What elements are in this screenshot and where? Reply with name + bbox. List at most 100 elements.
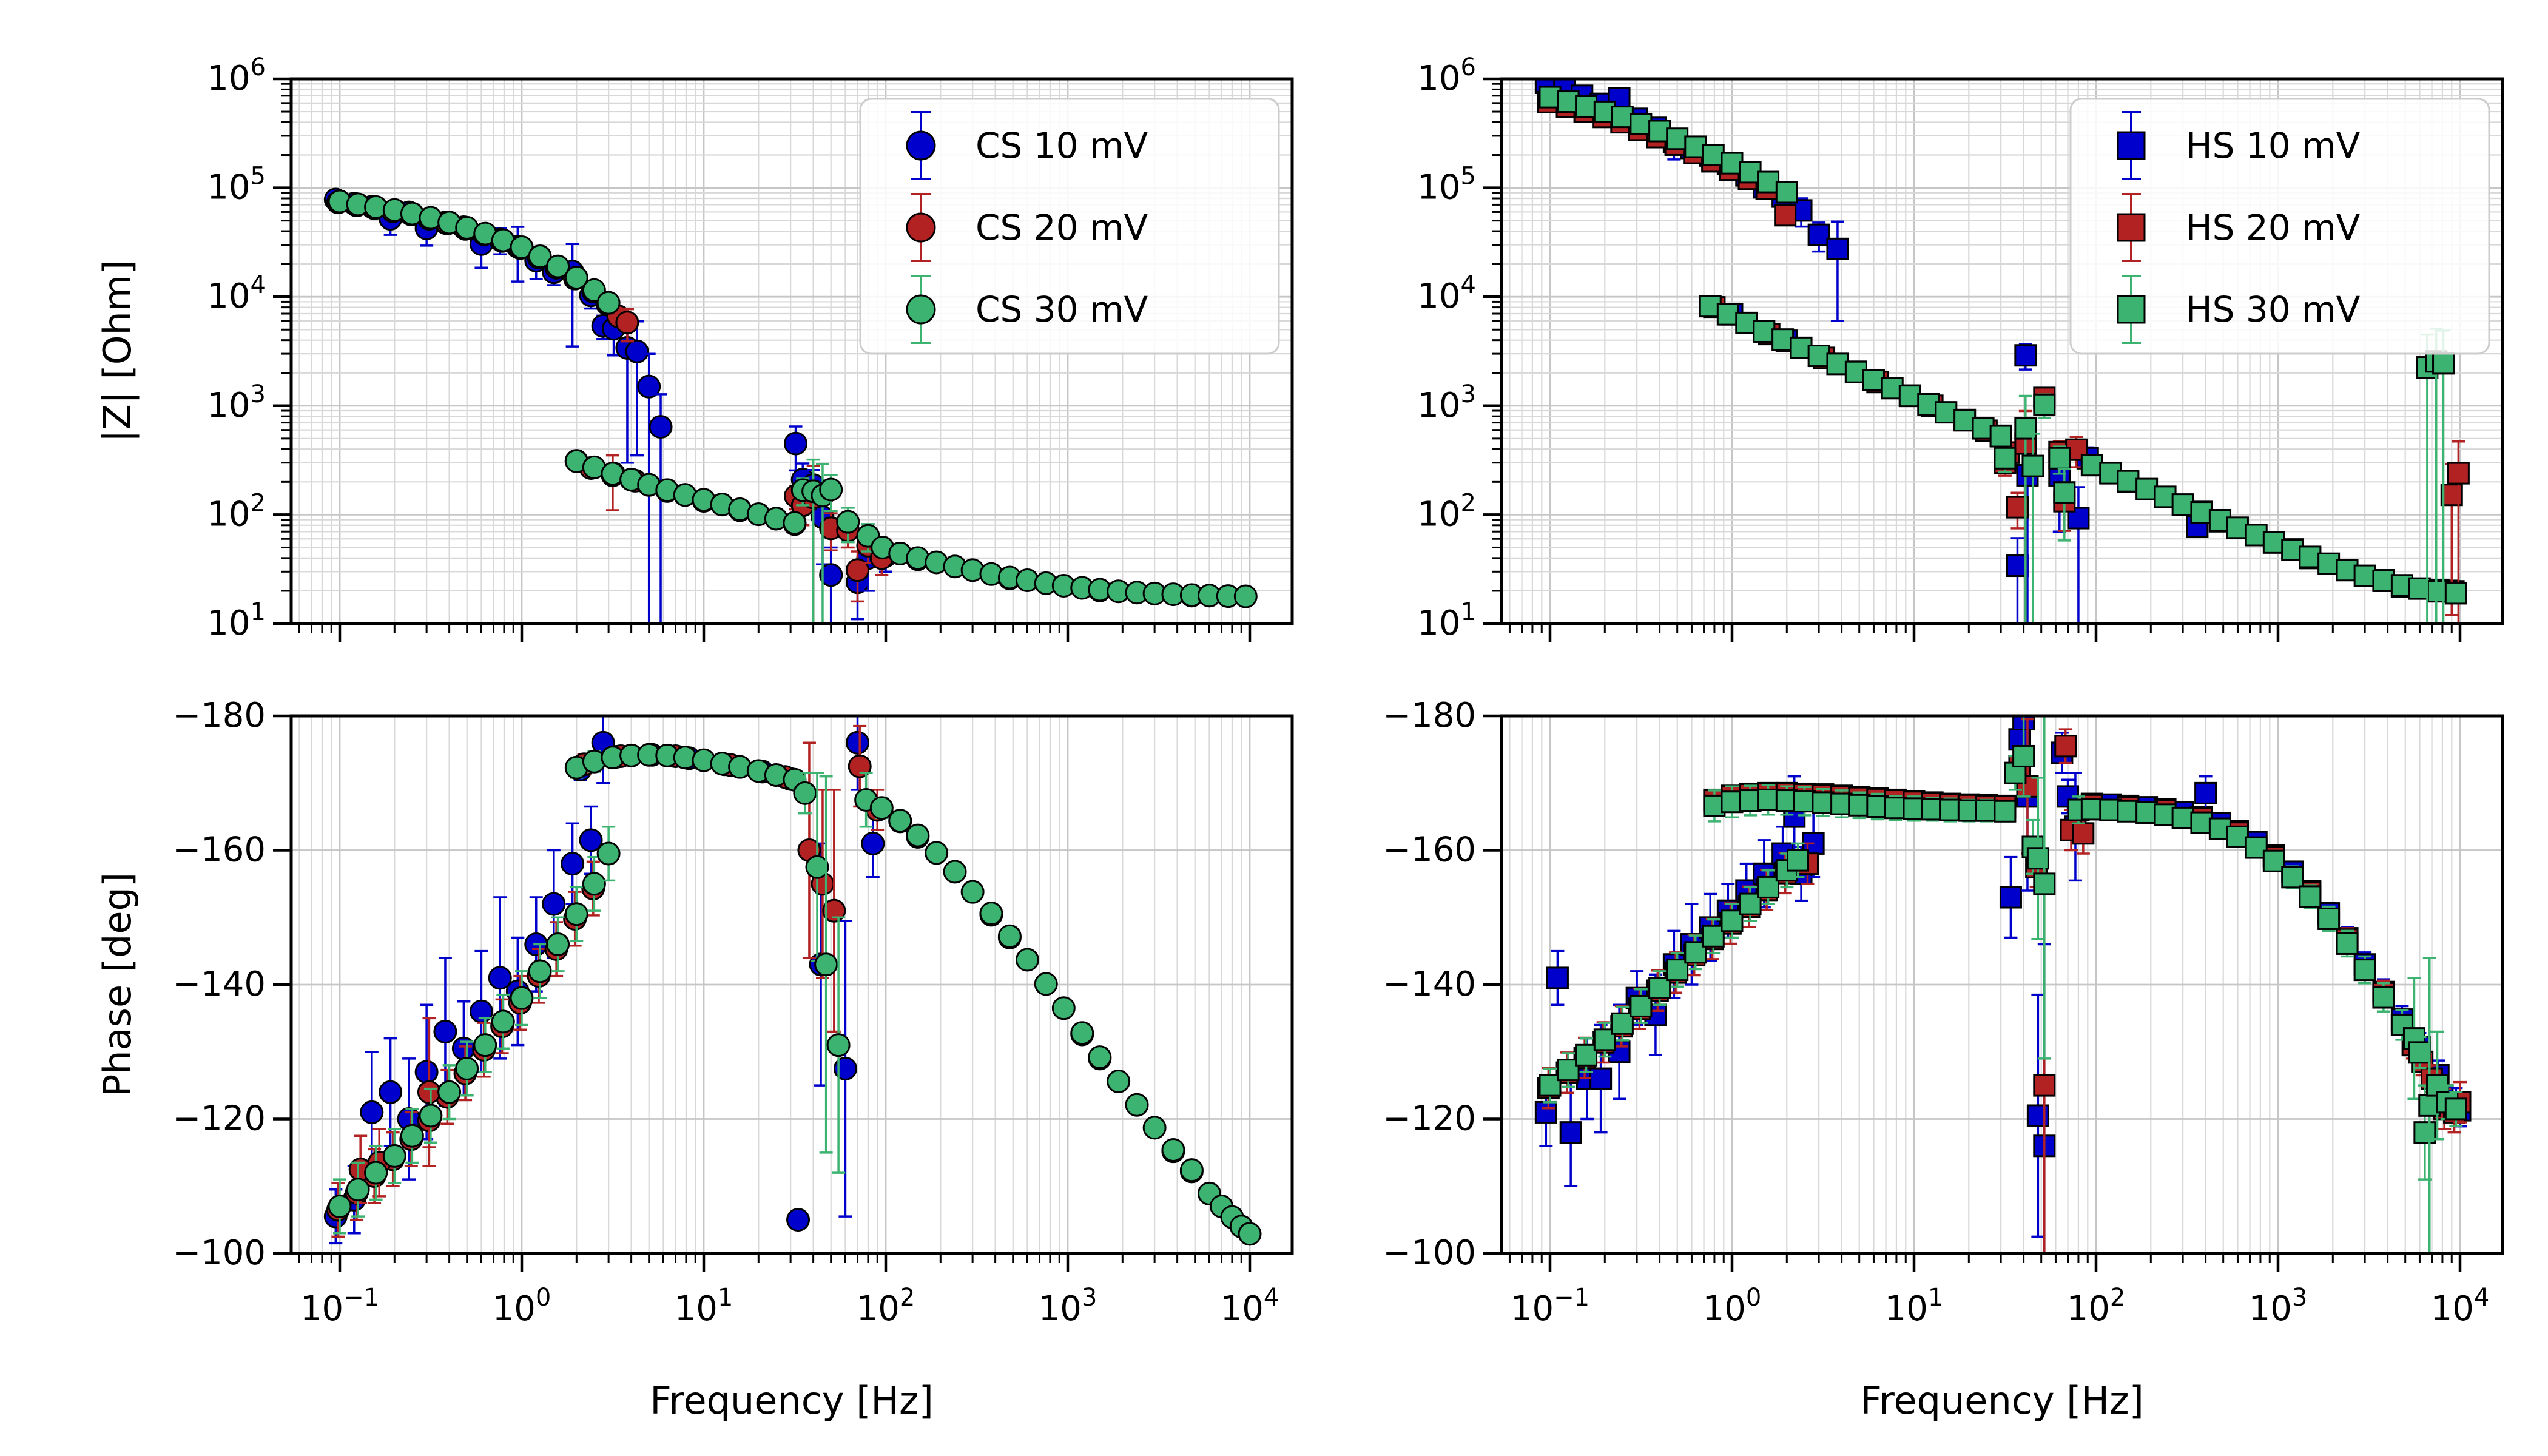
data-point [869,796,894,820]
data-point [546,932,570,957]
data-point [1559,1121,1582,1144]
y-tick-label: −160 [1383,831,1476,870]
data-point [2033,872,2056,895]
series-cs-30-mv [328,189,1258,624]
data-point [488,966,512,990]
data-point [433,1020,457,1044]
data-point [1826,237,1849,260]
data-point [564,266,588,290]
data-point [2190,501,2213,524]
data-point [1753,320,1776,343]
data-point [2080,798,2103,821]
y-tick-label: 106 [207,53,266,98]
y-tick-label: 103 [207,380,266,425]
y-tick-label: −180 [172,696,266,735]
data-point [1935,401,1958,424]
data-point [1630,994,1653,1017]
data-point [2033,393,2056,416]
legend-marker-green [906,294,936,325]
x-tick-label: 101 [1885,1284,1944,1329]
data-point [596,841,621,866]
data-point [846,730,870,755]
series-hs-30-mv [1539,86,2467,624]
data-point [528,959,552,983]
legend-label: CS 30 mV [976,289,1148,330]
data-point [819,563,843,587]
data-point [1807,223,1830,246]
data-point [1757,170,1780,194]
x-tick-label: 102 [857,1284,915,1329]
data-point [997,924,1022,948]
data-point [1898,385,1921,408]
series-layer-impedance-hs [1534,79,2470,624]
data-point [2171,806,2194,829]
data-point [382,1144,406,1168]
data-point [2447,462,2470,485]
y-tick-label: 104 [1417,271,1476,316]
data-point [1757,875,1780,898]
data-point [649,415,673,439]
data-point [2080,454,2103,477]
y-tick-label: 101 [1417,598,1476,643]
data-point [1721,909,1744,932]
data-point [2135,477,2159,500]
data-point [637,374,661,399]
data-point [1630,112,1653,135]
data-point [2226,825,2249,848]
data-point [1999,886,2022,909]
subplot-impedance-hs: 106 105 104 103 102 101 HS 10 mV HS 20 mV HS 30 … [1417,53,2504,643]
legend-label: HS 10 mV [2186,125,2361,166]
series-layer-phase-cs [323,716,1262,1246]
data-point [1575,95,1598,118]
y-tick-label: −180 [1383,696,1476,735]
data-point [2336,932,2359,955]
data-point [615,311,639,335]
data-point [528,244,552,269]
ticks-phase-cs [273,714,1252,1272]
series-hs-30-mv [1539,716,2467,1253]
data-point [2006,496,2029,519]
legend-label: HS 30 mV [2186,289,2361,330]
data-point [2208,817,2231,840]
legend-frame [859,98,1280,355]
legend-label: CS 10 mV [976,125,1148,166]
subplot-impedance-cs: 106 105 104 103 102 101 CS 10 mV CS 20 mV CS 30 … [207,53,1294,643]
data-point [437,1080,462,1104]
data-point [2053,481,2076,504]
data-point [2054,735,2077,758]
y-tick-label: 105 [207,163,266,207]
data-point [1787,849,1810,872]
data-point [1953,409,1977,432]
data-point [2317,552,2341,575]
data-point [861,831,885,855]
axes-frame [1500,77,2504,625]
legend-marker-red [906,212,936,243]
x-tick-label: 101 [675,1284,733,1329]
data-point [826,1033,851,1057]
data-point [1539,86,1562,109]
data-point [805,855,829,879]
data-point [814,952,838,977]
data-point [943,860,967,884]
data-point [2444,582,2467,605]
data-point [2390,1013,2413,1036]
y-tick-label: −140 [172,965,266,1004]
data-point [1939,798,1962,821]
data-point [848,754,872,778]
series-layer-phase-hs [1534,716,2472,1253]
axes-frame [289,77,1294,625]
data-point [1051,996,1076,1020]
data-point [793,781,817,805]
data-point [473,1033,497,1057]
data-point [888,809,912,833]
x-tick-label: 103 [1039,1284,1097,1329]
data-point [1107,1069,1131,1093]
data-point [1826,352,1849,376]
data-point [1721,152,1744,175]
data-point [783,511,807,535]
data-point [1716,303,1739,326]
data-point [2408,1041,2431,1064]
data-point [510,986,534,1010]
x-tick-label: 103 [2249,1284,2308,1329]
